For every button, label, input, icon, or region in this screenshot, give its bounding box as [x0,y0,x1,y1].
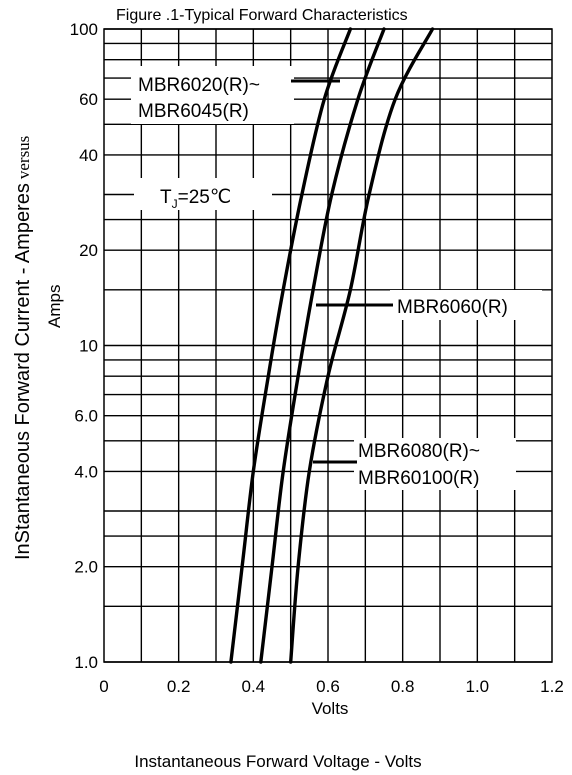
label-box-3 [354,438,516,490]
y-tick-label: 1.0 [74,653,98,672]
label-boxes [131,66,542,490]
y-axis-label-main: InStantaneous Forward Current - Amperes [12,183,34,560]
series-line-1 [229,27,353,664]
x-axis-label: Volts [312,699,349,718]
x-tick-label: 0.4 [242,677,266,696]
x-tick-label: 0 [99,677,108,696]
y-tick-labels: 1.0 2.0 4.0 6.0 10 20 40 60 100 [70,20,98,672]
x-tick-label: 1.2 [540,677,564,696]
series-line-3 [289,27,435,664]
y-axis-label: InStantaneous Forward Current - Amperes v… [12,136,34,560]
y-tick-label: 100 [70,20,98,39]
y-tick-label: 10 [79,337,98,356]
leader-lines [291,79,393,464]
y-tick-label: 4.0 [74,462,98,481]
condition-label-sub: J [172,197,178,211]
condition-box [134,178,272,210]
series-3-label-line2: MBR60100(R) [358,468,479,489]
label-box-2 [390,290,542,320]
x-tick-label: 1.0 [466,677,490,696]
y-tick-label: 20 [79,241,98,260]
y-tick-label: 60 [79,90,98,109]
y-axis-label-line2: Amps [45,285,64,328]
y-tick-label: 6.0 [74,407,98,426]
condition-label-rest: =25℃ [178,187,232,208]
x-tick-label: 0.8 [391,677,415,696]
series-1-label-line2: MBR6045(R) [138,101,249,122]
chart-title: Figure .1-Typical Forward Characteristic… [116,7,408,24]
series-line-2 [259,27,386,664]
curves [229,27,435,664]
title-backdrop [112,4,494,24]
x-axis-label-bottom: Instantaneous Forward Voltage - Volts [134,752,421,771]
x-tick-labels: 0 0.2 0.4 0.6 0.8 1.0 1.2 [99,677,564,696]
series-1-label-line1: MBR6020(R)~ [138,75,260,96]
x-tick-label: 0.6 [316,677,340,696]
x-tick-label: 0.2 [167,677,191,696]
series-2-label: MBR6060(R) [397,297,508,318]
y-axis-label-versus: versus [14,136,33,179]
series-3-label-line1: MBR6080(R)~ [358,441,480,462]
label-box-1 [131,66,294,124]
y-tick-label: 2.0 [74,558,98,577]
condition-label-main: T [160,187,172,208]
y-tick-label: 40 [79,146,98,165]
condition-label: TJ=25℃ [160,187,231,211]
